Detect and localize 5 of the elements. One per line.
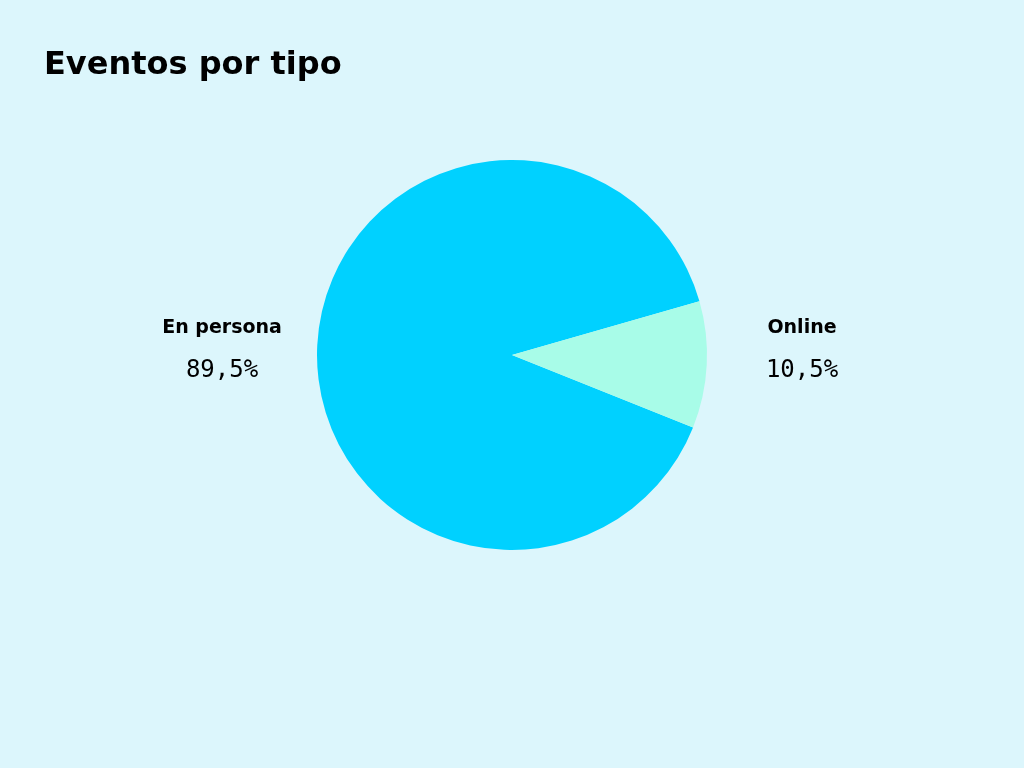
data-label: 10,5% [765,355,839,383]
chart-title: Eventos por tipo [44,44,342,82]
slice-label: Online [767,315,837,337]
data-label: 89,5% [185,355,259,383]
slice-label: En persona [162,315,282,337]
